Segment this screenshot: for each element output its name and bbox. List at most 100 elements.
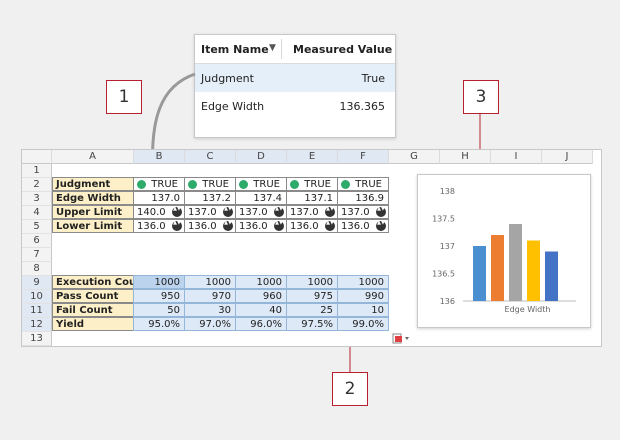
row-header-7[interactable]: 7 — [22, 248, 52, 262]
judgment-value: TRUE — [202, 179, 229, 190]
cell-pass-count-e[interactable]: 975 — [286, 289, 338, 303]
cell-upper-limit-d[interactable]: 137.0 ▲▼ — [235, 205, 287, 219]
row-header-3[interactable]: 3 — [22, 192, 52, 206]
row-header-2[interactable]: 2 — [22, 178, 52, 192]
cell-pass-count-b[interactable]: 950 — [133, 289, 185, 303]
row-header-1[interactable]: 1 — [22, 164, 52, 178]
spinner-arrows-icon[interactable]: ▲▼ — [376, 221, 386, 231]
label-fail-count[interactable]: Fail Count — [52, 303, 135, 317]
row-header-11[interactable]: 11 — [22, 304, 52, 318]
true-status-icon — [290, 180, 299, 189]
cell-edge-width-e[interactable]: 137.1 — [286, 191, 338, 205]
cell-execution-count-e[interactable]: 1000 — [286, 275, 338, 289]
sheet-corner[interactable] — [22, 150, 52, 164]
spinner-arrows-icon[interactable]: ▲▼ — [274, 221, 284, 231]
label-yield[interactable]: Yield — [52, 317, 135, 331]
row-header-9[interactable]: 9 — [22, 276, 52, 290]
cell-execution-count-d[interactable]: 1000 — [235, 275, 287, 289]
cell-judgment-b[interactable]: TRUE — [133, 177, 185, 191]
cell-pass-count-c[interactable]: 970 — [184, 289, 236, 303]
row-header-8[interactable]: 8 — [22, 262, 52, 276]
cell-yield-e[interactable]: 97.5% — [286, 317, 338, 331]
label-execution-count[interactable]: Execution Count — [52, 275, 135, 289]
cell-judgment-c[interactable]: TRUE — [184, 177, 236, 191]
row-header-4[interactable]: 4 — [22, 206, 52, 220]
cell-fail-count-c[interactable]: 30 — [184, 303, 236, 317]
cell-pass-count-f[interactable]: 990 — [337, 289, 389, 303]
column-header-d[interactable]: D — [236, 150, 287, 164]
column-header-b[interactable]: B — [134, 150, 185, 164]
column-header-c[interactable]: C — [185, 150, 236, 164]
spinner-arrows-icon[interactable]: ▲▼ — [223, 207, 233, 217]
cell-yield-c[interactable]: 97.0% — [184, 317, 236, 331]
column-header-g[interactable]: G — [389, 150, 440, 164]
cell-judgment-e[interactable]: TRUE — [286, 177, 338, 191]
cell-edge-width-c[interactable]: 137.2 — [184, 191, 236, 205]
cell-execution-count-c[interactable]: 1000 — [184, 275, 236, 289]
cell-fail-count-e[interactable]: 25 — [286, 303, 338, 317]
cell-lower-limit-d[interactable]: 136.0 ▲▼ — [235, 219, 287, 233]
cell-pass-count-d[interactable]: 960 — [235, 289, 287, 303]
row-header-5[interactable]: 5 — [22, 220, 52, 234]
cell-fail-count-d[interactable]: 40 — [235, 303, 287, 317]
cell-edge-width-b[interactable]: 137.0 — [133, 191, 185, 205]
measured-value-header[interactable]: Measured Value — [293, 43, 393, 56]
filter-icon[interactable]: ▼ — [269, 43, 276, 53]
row-header-12[interactable]: 12 — [22, 318, 52, 332]
popup-item-value: True — [361, 72, 385, 85]
spinner-arrows-icon[interactable]: ▲▼ — [274, 207, 284, 217]
popup-header: Item Name ▼ Measured Value — [195, 35, 395, 64]
label-judgment[interactable]: Judgment — [52, 177, 135, 191]
cell-upper-limit-e[interactable]: 137.0 ▲▼ — [286, 205, 338, 219]
cell-lower-limit-f[interactable]: 136.0 ▲▼ — [337, 219, 389, 233]
spinner-arrows-icon[interactable]: ▲▼ — [325, 207, 335, 217]
label-lower-limit[interactable]: Lower Limit — [52, 219, 135, 233]
spinner-arrows-icon[interactable]: ▲▼ — [325, 221, 335, 231]
cell-fail-count-b[interactable]: 50 — [133, 303, 185, 317]
spinner-arrows-icon[interactable]: ▲▼ — [172, 207, 182, 217]
bar-2 — [491, 235, 504, 301]
column-header-e[interactable]: E — [287, 150, 338, 164]
cell-lower-limit-c[interactable]: 136.0 ▲▼ — [184, 219, 236, 233]
y-tick-label: 137 — [440, 242, 455, 251]
cell-upper-limit-b[interactable]: 140.0 ▲▼ — [133, 205, 185, 219]
column-header-i[interactable]: I — [491, 150, 542, 164]
spinner-arrows-icon[interactable]: ▲▼ — [376, 207, 386, 217]
cell-execution-count-b[interactable]: 1000 — [133, 275, 185, 289]
spinner-arrows-icon[interactable]: ▲▼ — [172, 221, 182, 231]
column-header-h[interactable]: H — [440, 150, 491, 164]
label-pass-count[interactable]: Pass Count — [52, 289, 135, 303]
cell-judgment-d[interactable]: TRUE — [235, 177, 287, 191]
cell-upper-limit-c[interactable]: 137.0 ▲▼ — [184, 205, 236, 219]
cell-judgment-f[interactable]: TRUE — [337, 177, 389, 191]
column-header-a[interactable]: A — [52, 150, 134, 164]
cell-execution-count-f[interactable]: 1000 — [337, 275, 389, 289]
popup-row-judgment[interactable]: Judgment True — [195, 64, 395, 92]
cell-yield-b[interactable]: 95.0% — [133, 317, 185, 331]
true-status-icon — [341, 180, 350, 189]
row-header-10[interactable]: 10 — [22, 290, 52, 304]
cell-upper-limit-f[interactable]: 137.0 ▲▼ — [337, 205, 389, 219]
cell-edge-width-d[interactable]: 137.4 — [235, 191, 287, 205]
row-header-13[interactable]: 13 — [22, 332, 52, 346]
item-name-header[interactable]: Item Name — [201, 43, 269, 56]
cell-fail-count-f[interactable]: 10 — [337, 303, 389, 317]
edge-width-chart[interactable]: 138 137.5 137 136.5 136 Edge Width — [417, 174, 591, 328]
column-header-f[interactable]: F — [338, 150, 389, 164]
spinner-arrows-icon[interactable]: ▲▼ — [223, 221, 233, 231]
paste-options-icon[interactable] — [392, 333, 410, 344]
spinner-value: 137.0 — [239, 207, 268, 218]
cell-yield-d[interactable]: 96.0% — [235, 317, 287, 331]
y-tick-label: 137.5 — [432, 215, 455, 224]
column-header-j[interactable]: J — [542, 150, 593, 164]
label-upper-limit[interactable]: Upper Limit — [52, 205, 135, 219]
label-edge-width[interactable]: Edge Width — [52, 191, 135, 205]
cell-lower-limit-b[interactable]: 136.0 ▲▼ — [133, 219, 185, 233]
cell-yield-f[interactable]: 99.0% — [337, 317, 389, 331]
popup-row-edge-width[interactable]: Edge Width 136.365 — [195, 92, 395, 120]
callout-3: 3 — [463, 80, 499, 114]
row-header-6[interactable]: 6 — [22, 234, 52, 248]
cell-lower-limit-e[interactable]: 136.0 ▲▼ — [286, 219, 338, 233]
cell-edge-width-f[interactable]: 136.9 — [337, 191, 389, 205]
column-divider — [281, 39, 282, 59]
